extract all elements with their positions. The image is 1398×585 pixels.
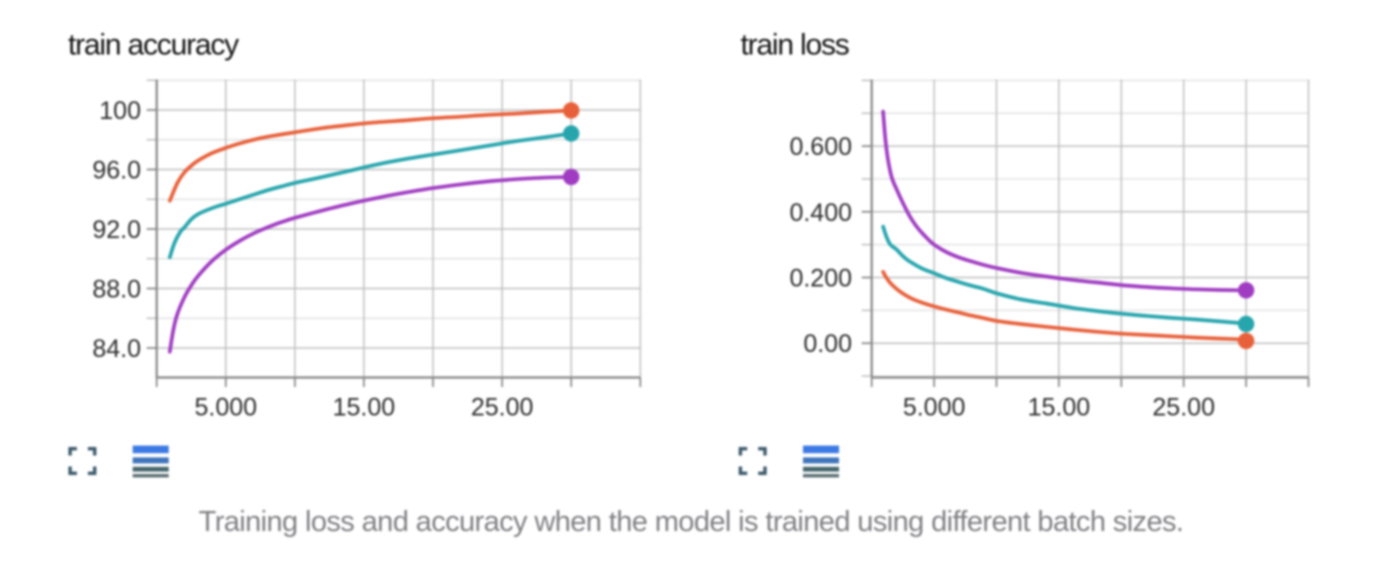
svg-text:train accuracy: train accuracy (68, 29, 239, 62)
svg-text:25.00: 25.00 (471, 394, 534, 422)
svg-text:0.00: 0.00 (803, 330, 852, 358)
svg-text:Training loss and accuracy whe: Training loss and accuracy when the mode… (199, 506, 1184, 538)
svg-text:100: 100 (99, 97, 141, 125)
svg-text:92.0: 92.0 (92, 216, 141, 244)
svg-text:15.00: 15.00 (1028, 394, 1091, 422)
svg-text:84.0: 84.0 (92, 335, 141, 363)
svg-text:96.0: 96.0 (92, 157, 141, 185)
svg-text:0.400: 0.400 (789, 199, 852, 227)
svg-text:0.600: 0.600 (789, 133, 852, 161)
svg-text:5.000: 5.000 (903, 394, 966, 422)
svg-text:15.00: 15.00 (333, 394, 396, 422)
svg-text:5.000: 5.000 (195, 394, 258, 422)
svg-text:0.200: 0.200 (789, 265, 852, 293)
svg-text:train loss: train loss (741, 29, 849, 62)
svg-text:88.0: 88.0 (92, 276, 141, 304)
svg-text:25.00: 25.00 (1152, 394, 1215, 422)
